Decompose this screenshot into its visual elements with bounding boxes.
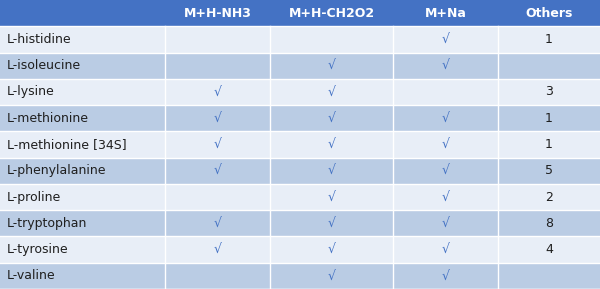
Bar: [0, 131, 600, 158]
Text: √: √: [328, 59, 335, 72]
Text: L-lysine: L-lysine: [7, 86, 55, 99]
Text: √: √: [442, 164, 449, 177]
Text: √: √: [442, 33, 449, 46]
Bar: [0, 0, 165, 26]
Text: L-histidine: L-histidine: [7, 33, 72, 46]
Text: √: √: [328, 112, 335, 125]
Bar: [0, 53, 600, 79]
Bar: [0, 105, 600, 131]
Text: √: √: [442, 138, 449, 151]
Text: 3: 3: [545, 86, 553, 99]
Text: √: √: [214, 112, 221, 125]
Text: Others: Others: [526, 7, 572, 20]
Text: L-phenylalanine: L-phenylalanine: [7, 164, 107, 177]
Text: L-tyrosine: L-tyrosine: [7, 243, 69, 256]
Text: M+H-CH2O2: M+H-CH2O2: [289, 7, 374, 20]
Text: √: √: [328, 217, 335, 230]
Text: √: √: [442, 59, 449, 72]
Bar: [393, 0, 498, 26]
Text: √: √: [442, 190, 449, 203]
Text: L-methionine [34S]: L-methionine [34S]: [7, 138, 127, 151]
Bar: [0, 184, 600, 210]
Bar: [0, 79, 600, 105]
Text: 1: 1: [545, 138, 553, 151]
Text: √: √: [214, 138, 221, 151]
Text: √: √: [328, 243, 335, 256]
Text: M+Na: M+Na: [425, 7, 466, 20]
Bar: [0, 236, 600, 263]
Text: √: √: [214, 86, 221, 99]
Bar: [165, 0, 270, 26]
Text: √: √: [328, 86, 335, 99]
Text: √: √: [328, 164, 335, 177]
Text: √: √: [214, 164, 221, 177]
Text: √: √: [214, 243, 221, 256]
Text: L-proline: L-proline: [7, 190, 61, 203]
Bar: [0, 210, 600, 236]
Text: √: √: [442, 243, 449, 256]
Text: 5: 5: [545, 164, 553, 177]
Text: 8: 8: [545, 217, 553, 230]
Text: 4: 4: [545, 243, 553, 256]
Text: √: √: [328, 138, 335, 151]
Text: M+H-NH3: M+H-NH3: [184, 7, 251, 20]
Text: √: √: [214, 217, 221, 230]
Text: √: √: [328, 190, 335, 203]
Text: 1: 1: [545, 33, 553, 46]
Bar: [0, 158, 600, 184]
Text: L-methionine: L-methionine: [7, 112, 89, 125]
Bar: [270, 0, 393, 26]
Text: √: √: [442, 112, 449, 125]
Text: 1: 1: [545, 112, 553, 125]
Text: L-tryptophan: L-tryptophan: [7, 217, 88, 230]
Text: √: √: [442, 217, 449, 230]
Bar: [498, 0, 600, 26]
Bar: [0, 263, 600, 289]
Text: √: √: [442, 269, 449, 282]
Text: L-valine: L-valine: [7, 269, 56, 282]
Bar: [0, 26, 600, 53]
Text: √: √: [328, 269, 335, 282]
Text: L-isoleucine: L-isoleucine: [7, 59, 82, 72]
Text: 2: 2: [545, 190, 553, 203]
